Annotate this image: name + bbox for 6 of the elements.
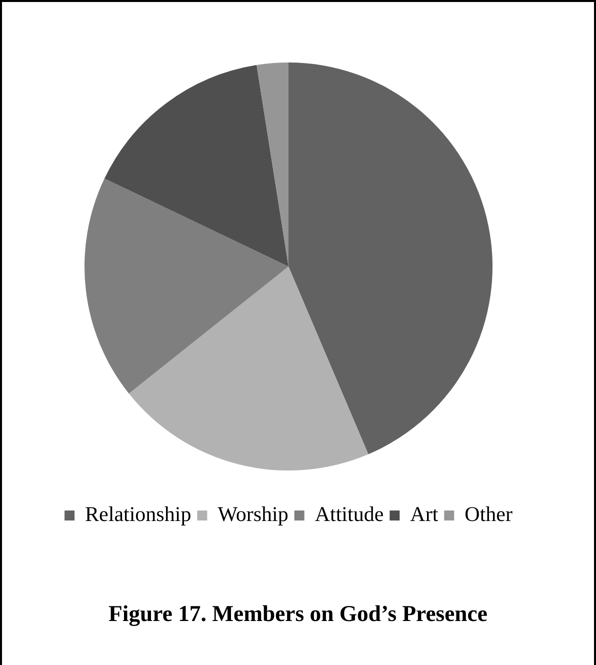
legend-label: Worship — [218, 502, 288, 526]
text: Figure 17. Members on God’s Presence — [108, 600, 488, 628]
legend-label: Other — [464, 502, 512, 526]
legend-label: Art — [410, 502, 438, 526]
legend-label: Relationship — [85, 502, 192, 526]
legend-label: Attitude — [314, 502, 384, 526]
